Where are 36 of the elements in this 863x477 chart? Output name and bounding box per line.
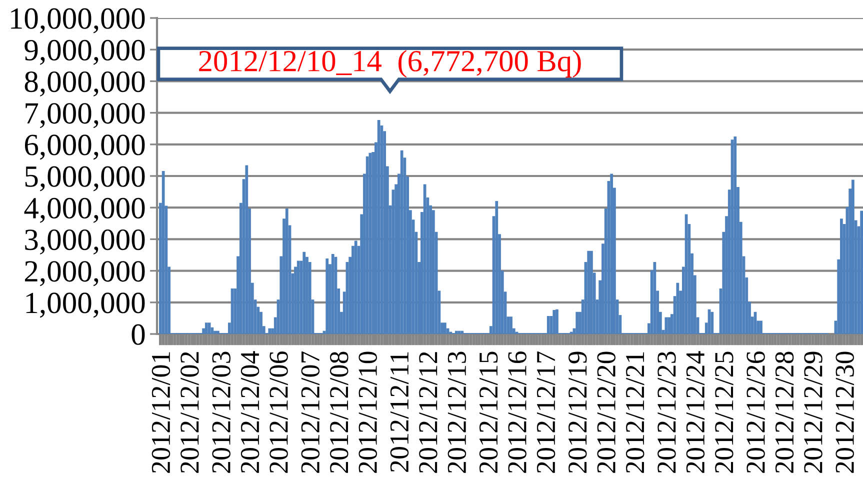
x-tick-label: 2012/12/24 <box>686 351 705 473</box>
x-tick-label: 2012/12/28 <box>775 352 794 473</box>
x-tick-label: 2012/12/10 <box>358 352 377 473</box>
y-tick-label: 1,000,000 <box>26 292 145 318</box>
y-tick-label: 9,000,000 <box>24 40 145 65</box>
x-tick-label: 2012/12/23 <box>658 352 676 473</box>
x-tick-label: 2012/12/02 <box>180 352 199 473</box>
x-tick-label: 2012/12/21 <box>626 352 644 473</box>
x-tick-label: 2012/12/19 <box>568 352 587 473</box>
x-tick-label: 2012/12/08 <box>330 352 348 473</box>
x-tick-label: 2012/12/15 <box>479 352 498 473</box>
x-tick-label: 2012/12/30 <box>836 352 854 473</box>
x-tick-label: 2012/12/03 <box>212 352 230 473</box>
x-tick-label: 2012/12/20 <box>597 352 616 473</box>
y-tick-label: 5,000,000 <box>25 166 145 192</box>
x-tick-label: 2012/12/17 <box>536 351 556 473</box>
x-tick-label: 2012/12/07 <box>301 351 320 473</box>
x-tick-label: 2012/12/01 <box>152 352 170 473</box>
x-tick-label: 2012/12/25 <box>715 352 734 473</box>
y-tick-label: 3,000,000 <box>25 229 145 254</box>
x-tick-label: 2012/12/04 <box>240 351 260 473</box>
y-tick-label: 10,000,000 <box>11 8 145 34</box>
y-tick-label: 0 <box>132 324 145 345</box>
y-tick-label: 6,000,000 <box>24 134 145 160</box>
x-tick-label: 2012/12/26 <box>746 351 765 473</box>
y-tick-label: 4,000,000 <box>24 198 145 223</box>
x-tick-label: 2012/12/11 <box>390 352 409 472</box>
x-tick-label: 2012/12/13 <box>448 352 466 473</box>
x-tick-label: 2012/12/06 <box>270 351 288 473</box>
y-tick-label: 7,000,000 <box>26 103 145 128</box>
annotation: 2012/12/10_14 (6,772,700 Bq) <box>199 50 581 78</box>
x-tick-label: 2012/12/12 <box>419 352 438 473</box>
x-tick-label: 2012/12/16 <box>508 351 526 473</box>
x-tick-label: 2012/12/29 <box>804 352 822 473</box>
y-tick-label: 8,000,000 <box>24 71 145 96</box>
y-tick-label: 2,000,000 <box>25 261 145 286</box>
